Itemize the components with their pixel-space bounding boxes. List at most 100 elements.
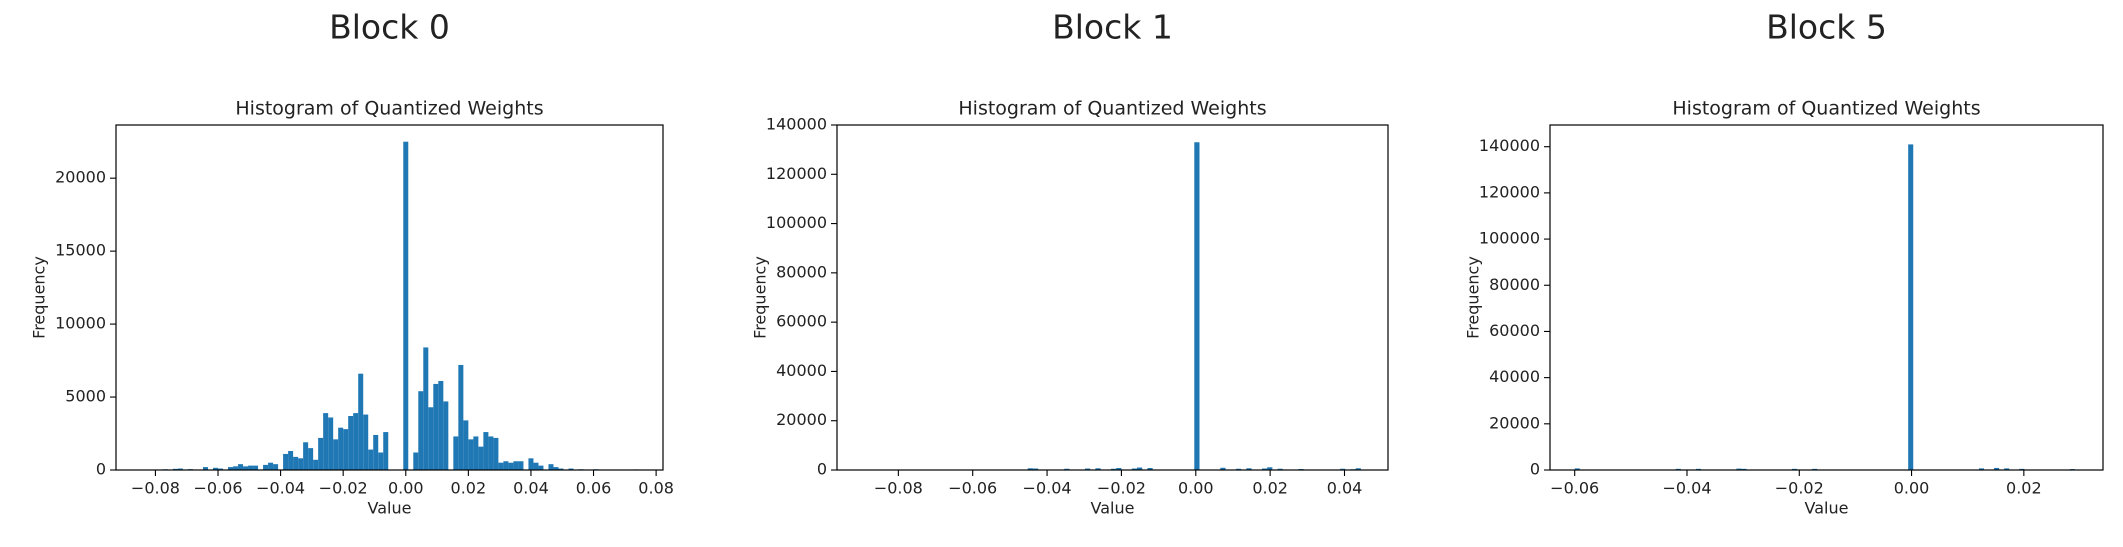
x-tick-label: −0.02 xyxy=(319,479,368,498)
axes-title: Histogram of Quantized Weights xyxy=(235,98,543,120)
y-tick-label: 0 xyxy=(817,460,827,479)
x-tick-label: 0.02 xyxy=(2006,479,2042,498)
bar xyxy=(1032,468,1039,470)
bar xyxy=(233,466,239,470)
bar xyxy=(2004,468,2010,470)
bar xyxy=(468,439,474,470)
x-tick-label: 0.04 xyxy=(1327,479,1363,498)
bar xyxy=(1084,468,1091,470)
y-tick-label: 120000 xyxy=(766,164,827,183)
y-tick-label: 20000 xyxy=(776,410,827,429)
bar xyxy=(473,436,479,470)
x-tick-label: −0.06 xyxy=(193,479,242,498)
x-tick-label: −0.06 xyxy=(948,479,997,498)
bar xyxy=(453,436,459,470)
bar xyxy=(418,391,424,470)
x-tick-label: −0.04 xyxy=(256,479,305,498)
block-title: Block 5 xyxy=(1766,8,1887,47)
bar xyxy=(548,464,554,470)
bar xyxy=(1574,468,1580,470)
bar xyxy=(553,467,559,470)
bar xyxy=(413,452,419,470)
bar xyxy=(303,442,309,470)
bar xyxy=(293,456,299,470)
bar xyxy=(558,468,564,470)
bar xyxy=(353,413,359,470)
y-tick-label: 60000 xyxy=(1489,321,1540,340)
bar xyxy=(383,432,389,470)
bar xyxy=(202,467,209,470)
bar xyxy=(498,462,504,470)
bar xyxy=(338,427,344,470)
y-tick-label: 0 xyxy=(96,460,106,479)
bar xyxy=(218,468,224,470)
y-tick-label: 10000 xyxy=(55,314,106,333)
bar xyxy=(1194,142,1200,470)
bar xyxy=(1131,468,1138,470)
x-tick-label: −0.04 xyxy=(1662,479,1711,498)
bar xyxy=(177,468,183,470)
bar xyxy=(213,467,219,470)
x-tick-label: 0.00 xyxy=(1178,479,1214,498)
bar xyxy=(478,446,484,470)
bar xyxy=(493,437,499,470)
axes-title: Histogram of Quantized Weights xyxy=(1672,98,1980,120)
x-axis-label: Value xyxy=(1805,499,1849,518)
x-tick-label: 0.02 xyxy=(451,479,487,498)
bar xyxy=(528,458,534,470)
bar xyxy=(323,413,329,470)
y-axis-label: Frequency xyxy=(1464,256,1483,339)
bar xyxy=(1220,467,1226,470)
y-axis-label: Frequency xyxy=(30,256,49,339)
axes-title: Histogram of Quantized Weights xyxy=(958,98,1266,120)
bar xyxy=(248,465,254,470)
bar xyxy=(268,462,274,470)
bar xyxy=(313,459,319,470)
bar xyxy=(1355,468,1361,470)
x-tick-label: −0.08 xyxy=(131,479,180,498)
axes-frame xyxy=(836,124,1389,471)
bar xyxy=(1261,468,1268,470)
bar xyxy=(428,407,434,470)
bar xyxy=(1137,467,1143,470)
x-tick-label: −0.08 xyxy=(874,479,923,498)
x-tick-label: −0.06 xyxy=(1550,479,1599,498)
bar xyxy=(378,452,384,470)
bar xyxy=(1064,468,1070,470)
bar xyxy=(348,416,354,470)
bar xyxy=(1111,468,1117,470)
bar xyxy=(433,383,439,470)
y-tick-label: 100000 xyxy=(766,213,827,232)
bar xyxy=(308,448,314,470)
y-tick-label: 120000 xyxy=(1479,182,1540,201)
bar xyxy=(533,462,539,470)
y-tick-label: 40000 xyxy=(776,361,827,380)
bar xyxy=(1027,468,1033,470)
bar xyxy=(358,373,364,470)
x-tick-label: 0.00 xyxy=(388,479,424,498)
block-title: Block 1 xyxy=(1052,8,1173,47)
bar xyxy=(263,464,269,470)
bar xyxy=(1147,468,1153,470)
subplot: Block 5 Histogram of Quantized Weights −0.… xyxy=(1464,8,2104,518)
y-axis-label: Frequency xyxy=(751,256,770,339)
bar xyxy=(298,458,304,470)
x-tick-label: 0.08 xyxy=(638,479,674,498)
x-tick-label: 0.04 xyxy=(513,479,549,498)
x-tick-label: −0.02 xyxy=(1097,479,1146,498)
x-tick-label: −0.02 xyxy=(1775,479,1824,498)
axes-frame xyxy=(1549,124,2104,471)
y-tick-label: 140000 xyxy=(1479,136,1540,155)
bar xyxy=(343,429,349,470)
x-axis-label: Value xyxy=(368,499,412,518)
y-tick-label: 20000 xyxy=(1489,413,1540,432)
y-tick-label: 5000 xyxy=(65,387,106,406)
bar xyxy=(1246,468,1252,470)
bar xyxy=(568,468,574,470)
y-tick-label: 100000 xyxy=(1479,229,1540,248)
y-tick-label: 15000 xyxy=(55,241,106,260)
bar xyxy=(288,451,294,470)
bar xyxy=(403,141,409,471)
x-tick-label: 0.02 xyxy=(1252,479,1288,498)
